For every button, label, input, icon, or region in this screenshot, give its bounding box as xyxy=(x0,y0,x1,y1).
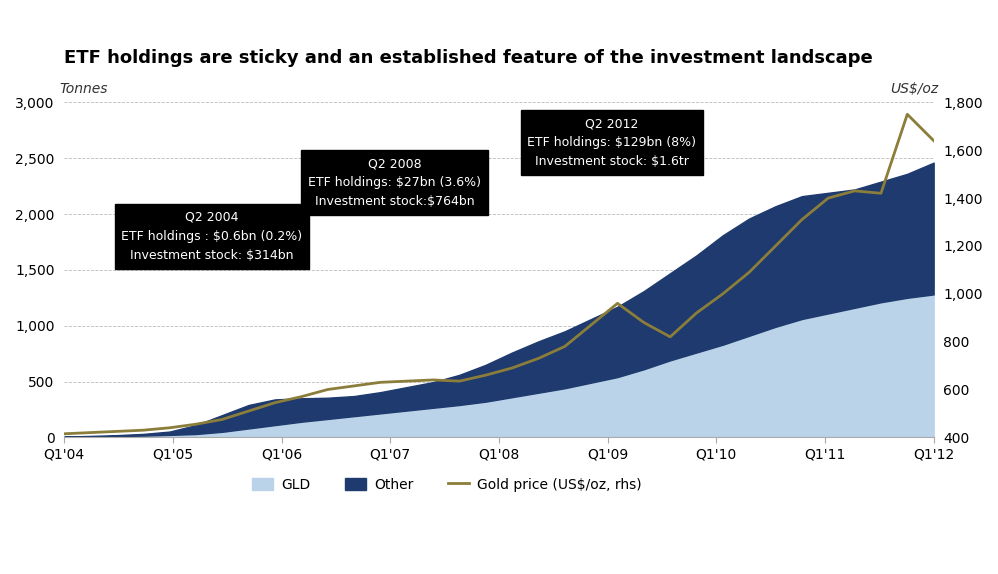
Text: Tonnes: Tonnes xyxy=(60,82,109,96)
Text: US$/oz: US$/oz xyxy=(890,82,938,96)
Text: ETF holdings are sticky and an established feature of the investment landscape: ETF holdings are sticky and an establish… xyxy=(64,49,873,67)
Text: Q2 2012
ETF holdings: $129bn (8%)
Investment stock: $1.6tr: Q2 2012 ETF holdings: $129bn (8%) Invest… xyxy=(528,117,697,168)
Text: Q2 2008
ETF holdings: $27bn (3.6%)
Investment stock:$764bn: Q2 2008 ETF holdings: $27bn (3.6%) Inves… xyxy=(308,157,481,208)
Text: Q2 2004
ETF holdings : $0.6bn (0.2%)
Investment stock: $314bn: Q2 2004 ETF holdings : $0.6bn (0.2%) Inv… xyxy=(122,211,302,262)
Legend: GLD, Other, Gold price (US$/oz, rhs): GLD, Other, Gold price (US$/oz, rhs) xyxy=(247,472,648,498)
